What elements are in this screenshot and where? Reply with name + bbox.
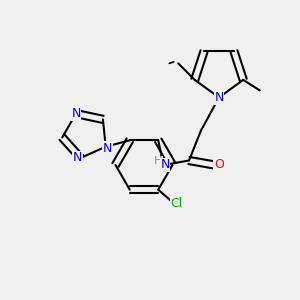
Text: N: N (73, 152, 82, 164)
Text: N: N (160, 158, 170, 172)
Text: N: N (71, 107, 81, 120)
Text: N: N (103, 142, 112, 155)
Text: N: N (214, 91, 224, 104)
Text: H: H (154, 156, 162, 167)
Text: Cl: Cl (170, 197, 182, 210)
Text: O: O (214, 158, 224, 172)
